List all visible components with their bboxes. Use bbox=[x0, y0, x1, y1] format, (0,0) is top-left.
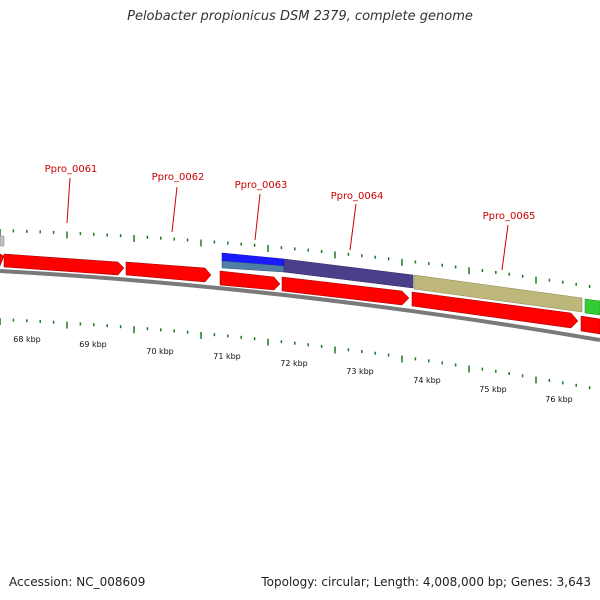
callout-line bbox=[254, 193, 261, 241]
cds-arrow bbox=[0, 253, 5, 267]
topology-text: Topology: circular; Length: 4,008,000 bp… bbox=[261, 575, 591, 589]
scale-label: 72 kbp bbox=[280, 359, 308, 368]
gene-feature-khaki bbox=[413, 274, 583, 313]
scale-labels: 68 kbp 69 kbp 70 kbp 71 kbp 72 kbp 73 kb… bbox=[13, 335, 573, 404]
map-title: Pelobacter propionicus DSM 2379, complet… bbox=[127, 9, 473, 24]
cds-arrow bbox=[219, 270, 281, 291]
scale-label: 68 kbp bbox=[13, 335, 41, 344]
scale-label: 70 kbp bbox=[146, 347, 174, 356]
genome-backbone bbox=[0, 269, 600, 342]
gene-callout-lines bbox=[66, 177, 509, 271]
scale-label: 74 kbp bbox=[413, 376, 441, 385]
callout-line bbox=[349, 203, 357, 251]
gene-feature-indigo bbox=[283, 258, 414, 289]
scale-label: 75 kbp bbox=[479, 385, 507, 394]
scale-label: 76 kbp bbox=[545, 395, 573, 404]
cds-arrow bbox=[281, 276, 410, 306]
scale-label: 73 kbp bbox=[346, 367, 374, 376]
gene-label-ppro-0064: Ppro_0064 bbox=[331, 191, 384, 202]
scale-label: 69 kbp bbox=[79, 340, 107, 349]
cds-arrow bbox=[125, 261, 212, 283]
callout-line bbox=[66, 177, 71, 224]
gene-label-ppro-0061: Ppro_0061 bbox=[45, 164, 98, 175]
lower-tick-track bbox=[0, 318, 591, 390]
gene-label-ppro-0063: Ppro_0063 bbox=[235, 180, 288, 191]
gene-label-ppro-0065: Ppro_0065 bbox=[483, 211, 536, 222]
upper-tick-track bbox=[0, 229, 591, 288]
gene-label-ppro-0062: Ppro_0062 bbox=[152, 172, 205, 183]
gene-labels: Ppro_0061 Ppro_0062 Ppro_0063 Ppro_0064 … bbox=[45, 164, 536, 222]
gene-feature-grey bbox=[0, 235, 5, 247]
cds-arrow bbox=[580, 315, 600, 335]
callout-line bbox=[171, 186, 178, 233]
accession-text: Accession: NC_008609 bbox=[9, 575, 146, 589]
forward-feature-track bbox=[0, 235, 600, 316]
gene-feature-green bbox=[584, 298, 600, 316]
callout-line bbox=[501, 224, 509, 271]
cds-arrow bbox=[411, 291, 579, 329]
scale-label: 71 kbp bbox=[213, 352, 241, 361]
cds-arrow-track bbox=[0, 253, 600, 335]
cds-arrow bbox=[3, 253, 125, 276]
